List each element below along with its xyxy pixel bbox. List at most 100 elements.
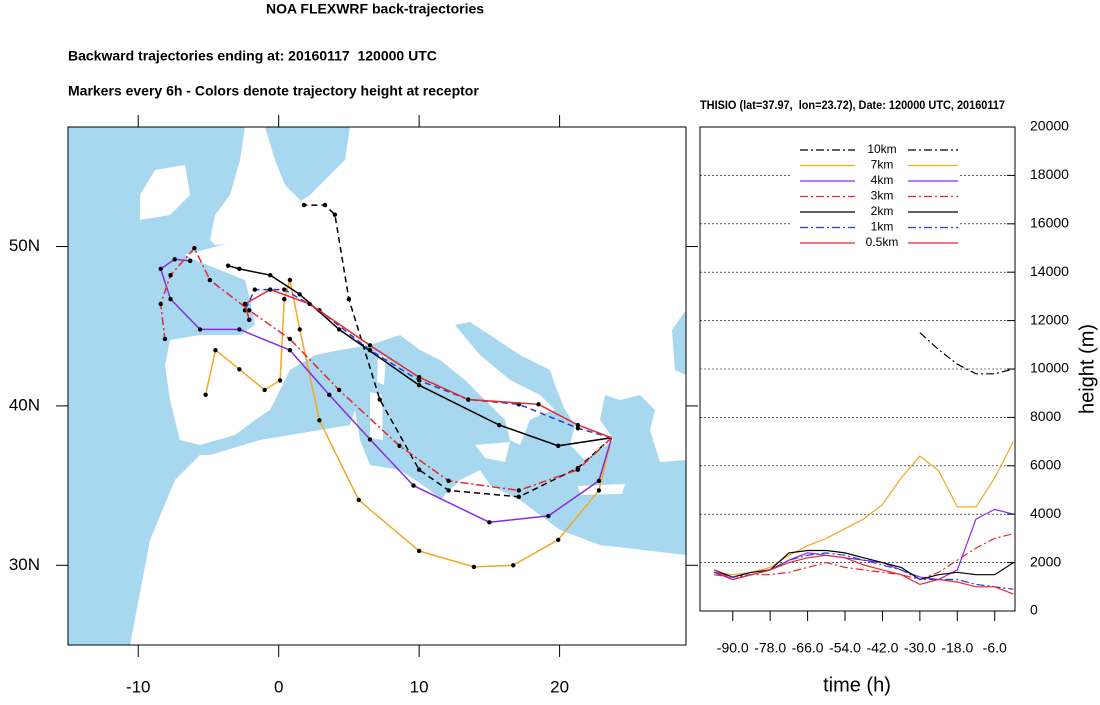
y-axis-label: height (m) <box>1076 324 1098 414</box>
trajectory-marker <box>516 488 522 493</box>
legend-label: 2km <box>871 204 894 218</box>
y-tick-label: 0 <box>1030 602 1038 618</box>
trajectory-marker <box>575 422 581 428</box>
trajectory-marker <box>416 548 422 554</box>
trajectory-marker <box>466 397 471 402</box>
trajectory-marker <box>446 488 451 493</box>
trajectory-marker <box>596 488 602 493</box>
trajectory-marker <box>555 537 561 543</box>
trajectory-marker <box>336 387 342 393</box>
trajectory-marker <box>203 392 208 397</box>
trajectory-marker <box>287 277 293 283</box>
trajectory-marker <box>246 317 252 323</box>
x-axis-label: time (h) <box>823 674 891 696</box>
trajectory-marker <box>336 327 342 332</box>
x-tick-label: -66.0 <box>792 640 824 656</box>
trajectory-marker <box>416 375 422 380</box>
trajectory-marker <box>237 327 242 332</box>
figure-title: NOA FLEXWRF back-trajectories <box>266 1 484 17</box>
britain <box>210 127 305 245</box>
x-tick-label: 0 <box>274 677 283 696</box>
height-line <box>713 549 1014 581</box>
trajectory-marker <box>187 258 193 264</box>
trajectory-marker <box>168 273 173 278</box>
trajectory-marker <box>268 287 273 292</box>
legend-label: 4km <box>871 173 894 187</box>
trajectory-marker <box>297 327 302 332</box>
trajectory-marker <box>282 296 287 302</box>
trajectory-marker <box>268 273 273 278</box>
trajectory-marker <box>367 343 373 348</box>
trajectory-marker <box>356 497 361 503</box>
trajectory-marker <box>197 327 203 332</box>
note: Markers every 6h - Colors denote traject… <box>68 83 479 99</box>
trajectory-marker <box>496 422 502 428</box>
trajectory-marker <box>297 292 302 297</box>
trajectory-marker <box>546 513 551 519</box>
trajectory-marker <box>446 478 451 484</box>
trajectory-marker <box>536 402 541 407</box>
map-background <box>68 127 686 645</box>
africa <box>130 410 686 645</box>
trajectory-marker <box>168 296 173 302</box>
x-tick-label: -30.0 <box>904 640 936 656</box>
height-chart-title: THISIO (lat=37.97, lon=23.72), Date: 120… <box>700 98 1005 112</box>
trajectory-marker <box>246 308 252 313</box>
corsica <box>377 355 386 385</box>
x-tick-label: -42.0 <box>866 640 898 656</box>
land <box>130 127 686 645</box>
trajectory-marker <box>158 266 163 272</box>
height-line <box>919 332 1014 375</box>
x-tick-label: 20 <box>550 677 569 696</box>
trajectory-marker <box>332 212 338 217</box>
trajectory-marker <box>416 383 422 388</box>
x-tick-label: -90.0 <box>717 640 749 656</box>
trajectory-marker <box>322 202 328 208</box>
trajectory-marker <box>516 494 522 499</box>
trajectory-line <box>244 288 612 439</box>
trajectory-marker <box>192 245 197 251</box>
trajectory-line <box>244 288 612 439</box>
trajectory-marker <box>511 563 516 568</box>
trajectory-marker <box>367 437 373 442</box>
trajectory-marker <box>575 467 581 472</box>
y-tick-label: 18000 <box>1030 166 1069 182</box>
subtitle: Backward trajectories ending at: 2016011… <box>68 48 437 64</box>
trajectory-marker <box>471 564 477 570</box>
y-tick-label: 40N <box>9 395 40 414</box>
trajectory-marker <box>327 392 332 397</box>
trajectory-line <box>304 204 613 498</box>
trajectory-marker <box>207 277 213 283</box>
x-tick-label: -54.0 <box>829 640 861 656</box>
legend-box <box>790 143 960 247</box>
trajectory-line <box>159 258 613 524</box>
y-tick-label: 20000 <box>1030 118 1069 134</box>
trajectory-marker <box>317 418 322 423</box>
x-tick-label: -6.0 <box>983 640 1007 656</box>
height-line <box>713 441 1014 576</box>
trajectory-marker <box>172 257 177 262</box>
trajectory-marker <box>277 378 283 383</box>
trajectory-marker <box>416 467 422 472</box>
y-tick-label: 4000 <box>1030 505 1061 521</box>
trajectory-marker <box>262 387 267 393</box>
x-tick-label: -78.0 <box>754 640 786 656</box>
trajectory-marker <box>252 287 258 292</box>
trajectory-marker <box>237 367 242 372</box>
sardinia <box>370 392 383 440</box>
y-tick-label: 14000 <box>1030 263 1069 279</box>
y-tick-label: 2000 <box>1030 553 1061 569</box>
x-tick-label: -18.0 <box>941 640 973 656</box>
legend-label: 0.5km <box>866 235 899 249</box>
trajectory-marker <box>307 301 312 307</box>
trajectory-line <box>204 279 613 568</box>
y-tick-label: 10000 <box>1030 360 1069 376</box>
x-tick-label: -10 <box>126 677 151 696</box>
trajectory-marker <box>411 483 416 488</box>
trajectory-marker <box>287 336 293 342</box>
trajectory-marker <box>346 296 352 302</box>
trajectory-marker <box>287 347 293 353</box>
